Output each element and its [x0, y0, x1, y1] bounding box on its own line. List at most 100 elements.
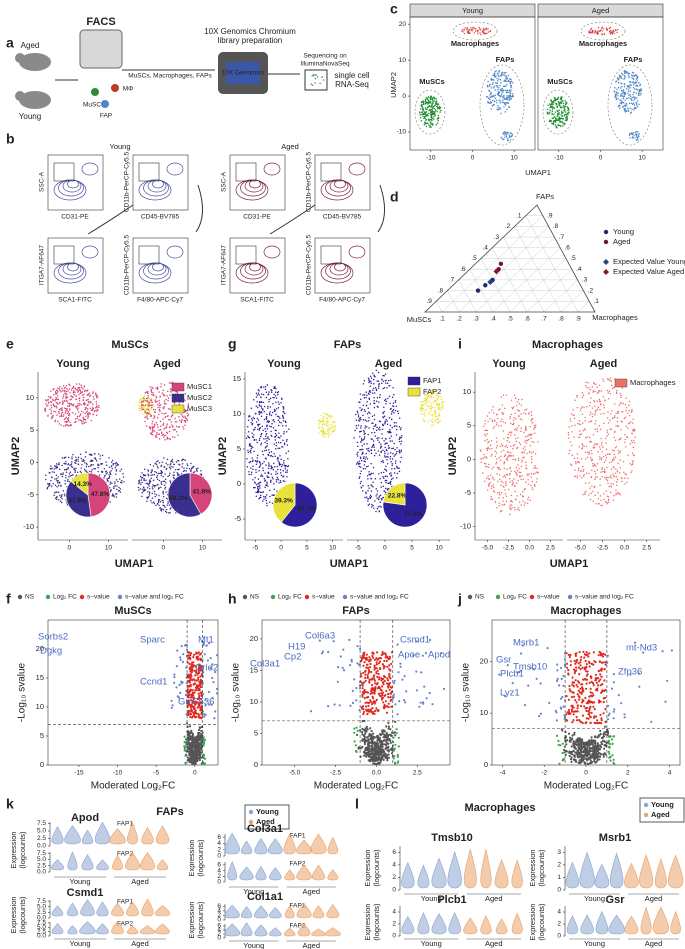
cluster-outline	[479, 64, 525, 146]
point-cloud	[555, 734, 616, 766]
violin	[417, 912, 430, 935]
y-tick-label: 20	[250, 634, 258, 643]
cell-cloud	[245, 384, 290, 507]
y-tick-label: 0	[217, 935, 221, 942]
y-tick-label: 2	[217, 912, 221, 919]
gene-label: mt-Nd3	[626, 643, 657, 654]
tick-label: .2	[505, 223, 511, 230]
y-tick-label: 2	[217, 931, 221, 938]
violin	[269, 867, 282, 881]
violin	[254, 924, 268, 937]
x-tick-label: 0	[161, 545, 165, 552]
y-tick-label: 2.5	[37, 928, 46, 935]
triangle	[424, 204, 596, 313]
plot-frame	[132, 154, 189, 211]
panel-label: h	[228, 591, 237, 607]
tick-label: .5	[471, 255, 477, 262]
gene-label: Apod	[428, 650, 450, 661]
tick-label: .4	[576, 266, 582, 273]
violin	[111, 902, 124, 917]
facet-label: Young	[492, 358, 525, 370]
panel-label: k	[6, 796, 14, 812]
cell-cloud	[419, 389, 444, 427]
tick-label: .8	[553, 223, 559, 230]
violin	[480, 915, 492, 935]
plot-frame	[314, 154, 371, 211]
y-tick-label: 0.0	[37, 933, 46, 940]
vertex-label: MuSCs	[407, 315, 432, 324]
violin	[269, 927, 282, 937]
violin	[253, 905, 268, 919]
group-label: Aged	[302, 887, 320, 896]
panel-title: FAPs	[156, 806, 184, 818]
y-tick-label: 15	[250, 665, 258, 674]
y-tick-label: 2	[392, 874, 396, 881]
tick-label: .1	[439, 316, 445, 323]
legend-label: FAP1	[423, 376, 441, 385]
x-tick-label: 4	[668, 770, 672, 777]
y-axis-label: ITGA7-AF647	[221, 245, 228, 285]
x-tick-label: -5.0	[482, 545, 494, 552]
point-cloud	[560, 725, 612, 766]
y-tick-label: 0.0	[37, 869, 46, 876]
grid-line	[509, 258, 567, 313]
legend-label: s−value and log₂ FC	[125, 594, 184, 601]
tick-label: .5	[570, 255, 576, 262]
y-axis-label: (logcounts)	[537, 849, 546, 887]
violin	[463, 849, 477, 889]
cluster-label: FAPs	[624, 55, 643, 64]
subgroup-label: FAP2	[290, 923, 306, 930]
gate	[320, 245, 342, 265]
panel-label: b	[6, 131, 15, 147]
y-tick-label: -5	[464, 488, 471, 497]
output-box	[304, 69, 328, 91]
plot-frame	[47, 619, 219, 766]
plot-frame	[261, 619, 451, 766]
cell-cloud	[310, 74, 325, 86]
contour	[147, 179, 167, 193]
violin	[579, 851, 595, 889]
y-tick-label: 4	[392, 862, 396, 869]
tick-label: .2	[456, 316, 462, 323]
y-axis-label: UMAP2	[217, 437, 229, 476]
gate	[138, 245, 160, 265]
gate	[235, 245, 257, 265]
tick-label: .1	[516, 212, 522, 219]
pie-slice	[382, 482, 406, 506]
y-tick-label: 15	[233, 374, 241, 383]
x-tick-label: 0	[67, 545, 71, 552]
cluster-label: FAPs	[496, 55, 515, 64]
group-label: Aged	[485, 939, 503, 948]
violin	[310, 833, 327, 855]
violin	[296, 903, 312, 919]
x-tick-label: -5.0	[289, 770, 301, 777]
cell-cloud	[317, 412, 337, 438]
gene-label: Tmsb10	[513, 662, 547, 673]
legend-marker	[248, 809, 254, 815]
x-axis-label: CD31-PE	[61, 214, 89, 221]
subgroup-label: FAP2	[117, 851, 133, 858]
pie-label: 22.8%	[388, 493, 407, 500]
y-axis-label: (logcounts)	[196, 839, 205, 877]
x-tick-label: -2.5	[597, 545, 609, 552]
legend-marker	[248, 819, 254, 825]
violin	[81, 854, 94, 871]
x-axis-label: CD45-BV785	[141, 214, 180, 221]
legend-marker	[242, 594, 248, 600]
violin	[431, 913, 447, 935]
legend-swatch	[407, 387, 421, 397]
cluster-outline	[607, 64, 653, 146]
violin	[127, 821, 138, 845]
legend-marker	[270, 594, 276, 600]
panel-title: Macrophages	[465, 802, 536, 814]
group-label: Aged	[302, 941, 320, 949]
group-label: Aged	[131, 939, 149, 948]
y-axis-label: Expression	[187, 839, 196, 876]
cell-cloud	[419, 95, 442, 129]
grid-line	[475, 236, 555, 313]
output-label: single cell	[334, 71, 369, 80]
x-tick-label: -2.5	[330, 770, 342, 777]
grid-line	[525, 215, 579, 313]
y-tick-label: 6	[217, 862, 221, 869]
x-tick-label: -5	[252, 545, 258, 552]
